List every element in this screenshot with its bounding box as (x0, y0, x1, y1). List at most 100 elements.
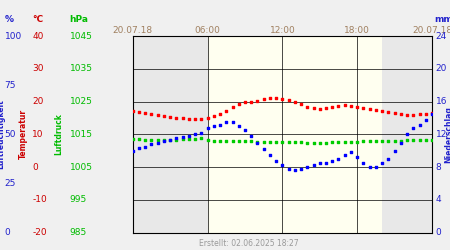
Point (322, 161, 329, 165)
Point (397, 140, 405, 144)
Text: 10: 10 (32, 130, 44, 139)
Point (254, 140, 261, 144)
Point (310, 106, 317, 110)
Point (135, 146, 143, 150)
Point (285, 167, 292, 171)
Point (397, 112, 405, 116)
Text: 20: 20 (436, 64, 447, 74)
Text: Luftdruck: Luftdruck (54, 114, 63, 155)
Point (416, 112, 423, 116)
Text: 0: 0 (32, 162, 38, 172)
Point (422, 112, 429, 116)
Text: hPa: hPa (70, 15, 89, 24)
Point (391, 111, 398, 115)
Point (179, 116, 186, 120)
Point (335, 140, 342, 143)
Point (254, 99, 261, 103)
Point (192, 117, 199, 121)
Point (285, 98, 292, 102)
Point (248, 139, 255, 143)
Point (260, 97, 267, 101)
Point (266, 140, 274, 143)
Point (254, 140, 261, 143)
Text: 0: 0 (4, 228, 10, 237)
Point (185, 117, 193, 121)
Point (360, 106, 367, 110)
Text: 25: 25 (4, 179, 16, 188)
Text: 1025: 1025 (70, 97, 93, 106)
Point (148, 142, 155, 146)
Point (204, 138, 211, 142)
Point (410, 113, 417, 117)
Point (304, 165, 311, 169)
Point (304, 104, 311, 108)
Point (266, 96, 274, 100)
Point (148, 138, 155, 142)
Point (135, 110, 143, 114)
Text: Niederschlag: Niederschlag (445, 106, 450, 163)
Text: 20: 20 (32, 97, 44, 106)
Point (260, 140, 267, 143)
Point (129, 137, 136, 141)
Point (273, 96, 280, 100)
Point (185, 137, 193, 141)
Point (173, 136, 180, 140)
Point (372, 108, 379, 112)
Point (160, 138, 167, 142)
Point (316, 161, 324, 165)
Point (210, 139, 217, 143)
Point (210, 124, 217, 128)
Text: 40: 40 (32, 32, 44, 41)
Point (142, 138, 149, 142)
Text: %: % (4, 15, 13, 24)
Point (185, 134, 193, 138)
Point (179, 135, 186, 139)
Point (210, 114, 217, 118)
Text: 75: 75 (4, 81, 16, 90)
Point (198, 131, 205, 135)
Point (391, 149, 398, 153)
Point (322, 140, 329, 144)
Point (422, 138, 429, 142)
Point (416, 122, 423, 126)
Point (192, 132, 199, 136)
Text: 50: 50 (4, 130, 16, 139)
Point (198, 117, 205, 121)
Point (241, 100, 248, 104)
Point (216, 139, 224, 143)
Point (229, 105, 236, 109)
Text: 16: 16 (436, 97, 447, 106)
Point (328, 158, 336, 162)
Point (216, 122, 224, 126)
Point (347, 150, 355, 154)
Point (404, 132, 411, 136)
Point (279, 140, 286, 143)
Point (223, 139, 230, 143)
Point (160, 139, 167, 143)
Point (285, 140, 292, 143)
Point (173, 138, 180, 142)
Point (192, 137, 199, 141)
Bar (207, 36, 382, 232)
Point (341, 103, 348, 107)
Point (160, 114, 167, 118)
Point (291, 168, 298, 172)
Point (154, 114, 161, 117)
Text: Temperatur: Temperatur (19, 109, 28, 160)
Point (366, 165, 373, 169)
Point (378, 109, 386, 113)
Text: 1045: 1045 (70, 32, 93, 41)
Bar (133, 36, 207, 232)
Point (204, 126, 211, 130)
Point (385, 110, 392, 114)
Point (291, 140, 298, 143)
Point (422, 118, 429, 122)
Point (279, 164, 286, 168)
Point (198, 136, 205, 140)
Text: -20: -20 (32, 228, 47, 237)
Text: 1005: 1005 (70, 162, 93, 172)
Point (166, 138, 174, 142)
Point (248, 134, 255, 138)
Point (416, 138, 423, 142)
Point (391, 139, 398, 143)
